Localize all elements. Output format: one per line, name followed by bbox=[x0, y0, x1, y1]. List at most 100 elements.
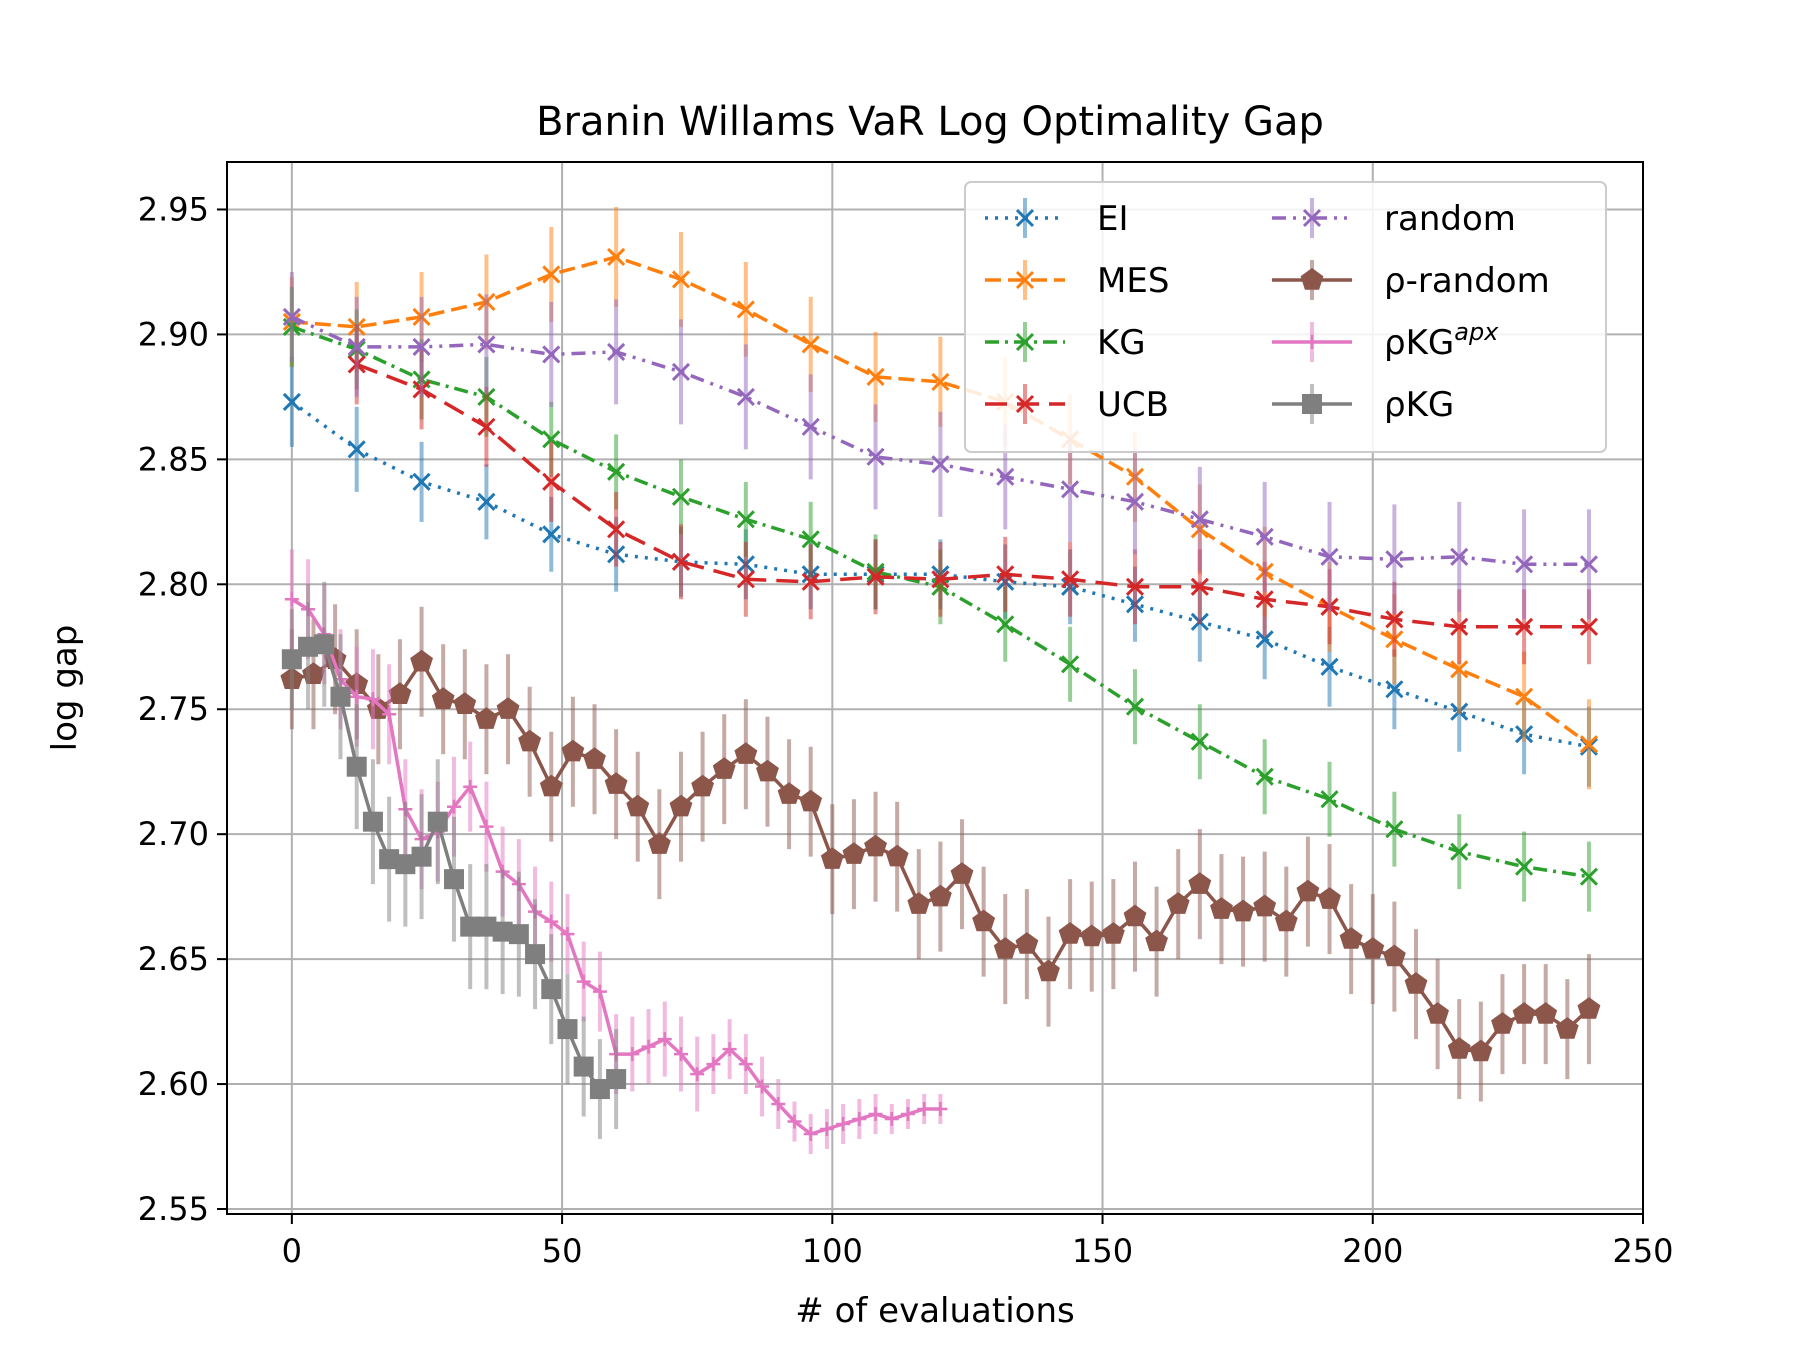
pentagon-marker bbox=[1577, 997, 1601, 1019]
x-marker bbox=[866, 567, 885, 586]
x-marker bbox=[671, 362, 691, 381]
x-marker bbox=[671, 552, 691, 571]
pentagon-marker bbox=[1145, 929, 1168, 952]
x-marker bbox=[1015, 270, 1035, 290]
plus-marker bbox=[446, 799, 461, 814]
x-marker bbox=[477, 335, 496, 354]
plus-marker bbox=[690, 1067, 705, 1082]
plus-marker bbox=[592, 984, 607, 999]
plus-marker bbox=[868, 1107, 883, 1122]
x-marker bbox=[801, 572, 820, 591]
x-marker bbox=[542, 525, 561, 544]
x-marker bbox=[931, 570, 950, 589]
x-marker bbox=[607, 342, 626, 361]
square-marker bbox=[606, 1069, 627, 1090]
y-tick-label: 2.95 bbox=[138, 190, 209, 228]
plus-marker bbox=[673, 1047, 688, 1062]
square-marker bbox=[525, 944, 546, 965]
pentagon-marker bbox=[1188, 872, 1212, 894]
y-axis: 2.55 2.60 2.65 2.70 2.75 2.80 2.85 2.90 2.95 bbox=[138, 190, 227, 1228]
x-marker bbox=[542, 265, 561, 284]
x-marker bbox=[542, 472, 561, 491]
plus-marker bbox=[625, 1047, 640, 1062]
pentagon-marker bbox=[1491, 1012, 1514, 1034]
plus-marker bbox=[933, 1102, 948, 1117]
pentagon-marker bbox=[1404, 972, 1428, 994]
plus-marker bbox=[544, 914, 559, 929]
pentagon-marker bbox=[1555, 1017, 1579, 1039]
pentagon-marker bbox=[929, 884, 952, 907]
plus-marker bbox=[836, 1117, 851, 1132]
legend-item-rho-KG: ρKG bbox=[1272, 384, 1454, 425]
x-tick-label: 100 bbox=[802, 1232, 863, 1270]
legend-label: ρ-random bbox=[1384, 261, 1550, 301]
square-marker bbox=[1302, 394, 1322, 414]
pentagon-marker bbox=[648, 832, 671, 854]
pentagon-marker bbox=[410, 649, 433, 672]
pentagon-marker bbox=[583, 747, 606, 769]
square-marker bbox=[460, 916, 481, 937]
pentagon-marker bbox=[539, 774, 563, 797]
x-marker bbox=[412, 472, 431, 491]
legend-label: EI bbox=[1097, 199, 1129, 239]
x-marker bbox=[996, 615, 1015, 634]
x-marker bbox=[671, 487, 691, 506]
x-marker bbox=[801, 530, 820, 549]
x-marker bbox=[347, 337, 366, 356]
pentagon-marker bbox=[691, 774, 714, 797]
square-marker bbox=[362, 811, 383, 832]
x-marker bbox=[1320, 657, 1339, 676]
pentagon-marker bbox=[1383, 944, 1406, 967]
x-marker bbox=[607, 247, 626, 267]
plus-marker bbox=[657, 1032, 672, 1047]
pentagon-marker bbox=[820, 847, 844, 869]
plus-marker bbox=[738, 1057, 753, 1072]
x-marker bbox=[1255, 630, 1274, 649]
pentagon-marker bbox=[712, 757, 736, 779]
x-marker bbox=[1255, 767, 1274, 786]
x-marker bbox=[1515, 857, 1534, 876]
pentagon-marker bbox=[1300, 268, 1324, 290]
square-marker bbox=[476, 916, 497, 937]
x-axis-title: # of evaluations bbox=[795, 1291, 1074, 1331]
pentagon-marker bbox=[777, 782, 801, 804]
x-marker bbox=[1125, 492, 1145, 511]
x-marker bbox=[1515, 687, 1534, 706]
square-marker bbox=[411, 846, 432, 867]
x-marker bbox=[1061, 480, 1080, 499]
square-marker bbox=[589, 1079, 610, 1100]
x-tick-label: 250 bbox=[1612, 1232, 1673, 1270]
x-marker bbox=[1579, 617, 1599, 636]
y-tick-label: 2.60 bbox=[138, 1065, 209, 1103]
legend-box bbox=[964, 181, 1607, 453]
y-tick-label: 2.55 bbox=[138, 1190, 209, 1228]
y-axis-title: log gap bbox=[45, 625, 85, 752]
square-marker bbox=[298, 636, 319, 657]
x-marker bbox=[1385, 610, 1404, 629]
pentagon-marker bbox=[1123, 904, 1147, 927]
legend-label-text: MES bbox=[1097, 261, 1169, 301]
x-marker bbox=[1190, 577, 1209, 596]
pentagon-marker bbox=[475, 707, 498, 729]
series-rho-random bbox=[280, 604, 1601, 1102]
legend-label-text: KG bbox=[1097, 323, 1146, 363]
y-tick-label: 2.70 bbox=[138, 815, 209, 853]
plus-marker bbox=[803, 1127, 818, 1142]
plus-marker bbox=[365, 692, 380, 707]
legend-item-EI: EI bbox=[985, 198, 1129, 239]
pentagon-marker bbox=[907, 892, 931, 914]
plus-marker bbox=[479, 819, 494, 834]
x-marker bbox=[931, 372, 950, 391]
series-random bbox=[282, 271, 1599, 620]
pentagon-marker bbox=[561, 739, 585, 762]
pentagon-marker bbox=[669, 794, 693, 817]
pentagon-marker bbox=[799, 789, 823, 812]
series-rho-KG bbox=[281, 581, 627, 1140]
legend-label-text: EI bbox=[1097, 199, 1129, 239]
legend-item-rho-random: ρ-random bbox=[1272, 260, 1550, 301]
legend-label-text: random bbox=[1384, 199, 1516, 239]
pentagon-marker bbox=[604, 772, 628, 794]
plus-marker bbox=[917, 1102, 932, 1117]
pentagon-marker bbox=[1231, 899, 1255, 922]
x-marker bbox=[736, 570, 755, 589]
